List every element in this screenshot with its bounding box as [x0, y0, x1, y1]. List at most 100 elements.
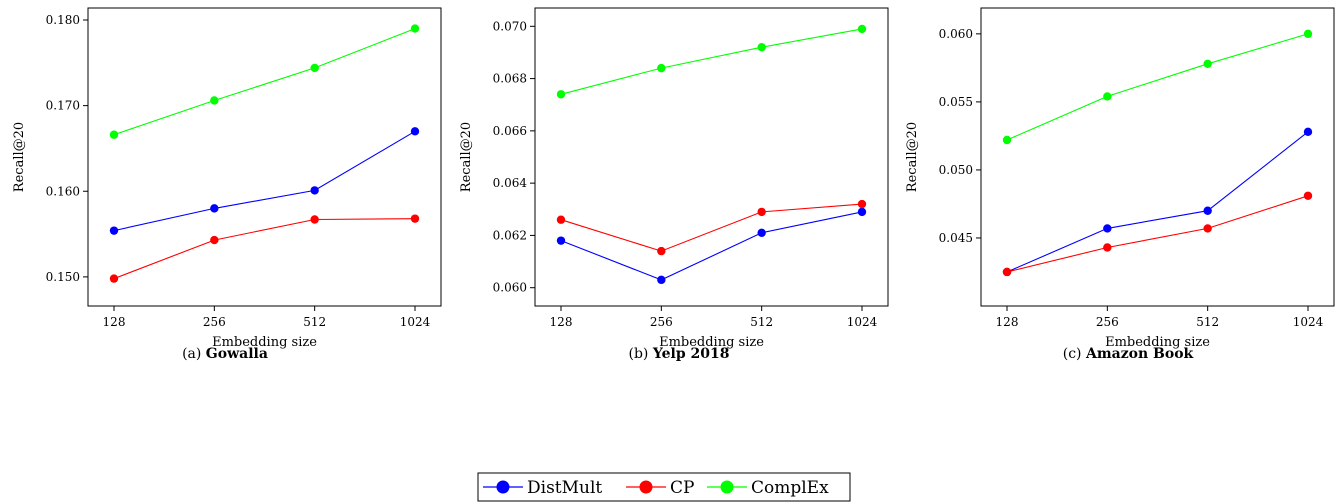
subfigure-caption: (c) Amazon Book — [1063, 346, 1194, 362]
legend-marker-distmult — [496, 480, 510, 494]
data-point-cp — [556, 215, 566, 224]
caption-name: Amazon Book — [1085, 346, 1194, 362]
data-point-complex — [857, 24, 867, 34]
y-tick-label: 0.045 — [939, 231, 973, 245]
legend-label-distmult: DistMult — [527, 478, 602, 498]
x-axis-label: Embedding size — [1105, 335, 1210, 350]
caption-prefix: (b) — [629, 346, 649, 362]
data-point-complex — [1103, 92, 1112, 101]
x-tick-label: 256 — [1096, 315, 1119, 329]
y-tick-label: 0.160 — [46, 184, 80, 198]
y-tick-label: 0.180 — [46, 13, 80, 27]
legend-marker-cp — [639, 480, 653, 494]
series-line-complex — [113, 28, 416, 136]
data-point-distmult — [1303, 127, 1313, 137]
x-axis-label: Embedding size — [212, 335, 317, 350]
data-point-cp — [757, 207, 766, 217]
subfigure-caption: (b) Yelp 2018 — [629, 346, 730, 362]
series-line-cp — [1006, 195, 1309, 273]
x-tick-label: 1024 — [1293, 315, 1324, 329]
data-point-distmult — [857, 207, 867, 217]
data-point-distmult — [410, 127, 420, 136]
y-tick-label: 0.055 — [939, 95, 973, 109]
legend-label-cp: CP — [670, 478, 694, 498]
y-tick-label: 0.070 — [493, 19, 527, 33]
series-line-cp — [113, 218, 416, 280]
plot-frame — [87, 7, 442, 307]
data-point-complex — [310, 63, 319, 73]
data-point-distmult — [1103, 224, 1112, 233]
y-axis-label: Recall@20 — [905, 122, 920, 192]
y-tick-label: 0.068 — [493, 72, 527, 86]
x-tick-label: 512 — [1196, 315, 1219, 329]
y-tick-label: 0.060 — [939, 27, 973, 41]
y-tick-label: 0.060 — [493, 281, 527, 295]
x-tick-label: 128 — [103, 315, 126, 329]
data-point-cp — [1303, 191, 1313, 200]
caption-name: Yelp 2018 — [652, 346, 730, 362]
y-tick-label: 0.150 — [46, 270, 80, 284]
chart-panel-2: 0.060 0.062 0.064 0.066 0.068 0.070 128 256 512 1… — [459, 7, 889, 362]
data-point-complex — [1002, 135, 1012, 145]
data-point-complex — [210, 96, 219, 105]
series-line-complex — [560, 28, 863, 95]
data-point-cp — [210, 235, 219, 245]
y-tick-label: 0.064 — [493, 176, 528, 190]
data-point-distmult — [657, 275, 666, 285]
data-point-cp — [410, 214, 420, 223]
data-point-complex — [1303, 29, 1313, 39]
x-tick-label: 512 — [303, 315, 326, 329]
data-point-distmult — [1203, 206, 1212, 215]
data-point-distmult — [556, 236, 566, 245]
data-point-distmult — [757, 228, 766, 238]
series-line-distmult — [560, 211, 863, 281]
data-point-cp — [310, 215, 319, 224]
y-tick-label: 0.062 — [493, 228, 527, 242]
y-tick-label: 0.050 — [939, 163, 973, 177]
data-point-complex — [109, 130, 119, 139]
y-tick-label: 0.066 — [493, 124, 527, 138]
data-point-cp — [857, 199, 867, 209]
data-point-complex — [757, 43, 766, 52]
data-point-complex — [1203, 59, 1212, 68]
series-line-complex — [1006, 33, 1309, 141]
caption-name: Gowalla — [206, 346, 268, 362]
x-tick-label: 256 — [203, 315, 226, 329]
series-line-cp — [560, 203, 863, 252]
y-axis-label: Recall@20 — [12, 122, 27, 192]
x-tick-label: 1024 — [847, 315, 878, 329]
chart-panel-1: 0.150 0.160 0.170 0.180 128 256 512 1024 Embeddi… — [12, 7, 442, 362]
series-line-distmult — [1006, 131, 1309, 273]
data-point-complex — [410, 24, 420, 33]
legend-label-complex: ComplEx — [751, 478, 829, 498]
x-tick-label: 1024 — [400, 315, 431, 329]
caption-prefix: (c) — [1063, 346, 1082, 362]
data-point-distmult — [109, 226, 119, 235]
chart-panel-3: 0.045 0.050 0.055 0.060 128 256 512 1024 Embeddi… — [905, 7, 1335, 362]
subfigure-caption: (a) Gowalla — [182, 346, 268, 362]
data-point-cp — [1103, 243, 1112, 252]
data-point-cp — [109, 274, 119, 283]
data-point-cp — [1002, 267, 1012, 277]
x-tick-label: 512 — [750, 315, 773, 329]
series-line-distmult — [113, 130, 416, 232]
x-tick-label: 128 — [550, 315, 573, 329]
caption-prefix: (a) — [182, 346, 201, 362]
legend-marker-complex — [720, 480, 734, 494]
plot-frame — [980, 7, 1335, 307]
y-axis-label: Recall@20 — [459, 122, 474, 192]
legend-box — [477, 472, 851, 502]
plot-frame — [534, 7, 889, 307]
data-point-cp — [1203, 224, 1212, 233]
data-point-distmult — [210, 204, 219, 213]
x-axis-label: Embedding size — [659, 335, 764, 350]
x-tick-label: 128 — [996, 315, 1019, 329]
legend: DistMult CP ComplEx — [477, 472, 851, 502]
data-point-distmult — [310, 186, 319, 195]
data-point-complex — [556, 90, 566, 99]
data-point-complex — [657, 63, 666, 73]
y-tick-label: 0.170 — [46, 99, 80, 113]
x-tick-label: 256 — [650, 315, 673, 329]
data-point-cp — [657, 246, 666, 256]
